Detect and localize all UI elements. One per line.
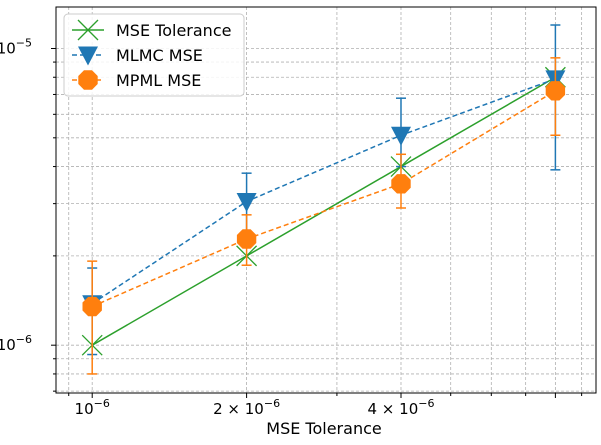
x-tick-mult: 2 × 10 [213, 400, 264, 418]
y-tick-label: 10−6 [0, 333, 32, 354]
x-tick-mult: 10 [75, 400, 94, 418]
x-tick-label: 4 × 10−6 [368, 397, 435, 418]
x-tick-mult: 4 × 10 [368, 400, 419, 418]
legend-label: MSE Tolerance [116, 21, 231, 40]
legend-item-mlmc-mse: MLMC MSE [72, 46, 203, 66]
x-tick-exp: −6 [94, 397, 110, 410]
y-tick-base: 10 [0, 336, 16, 354]
series-layer [81, 24, 566, 375]
legend-box [63, 13, 245, 97]
legend-item-mpml-mse: MPML MSE [72, 70, 201, 90]
legend-label: MPML MSE [116, 71, 201, 90]
data-point [82, 296, 102, 317]
legend-marker [77, 19, 99, 41]
legend-marker [78, 46, 98, 66]
legend-item-mse-tolerance: MSE Tolerance [72, 19, 231, 41]
x-tick-exp: −6 [418, 397, 434, 410]
legend: MSE Tolerance MLMC MSE MPML MSE [63, 13, 245, 97]
y-tick-label: 10−5 [0, 37, 32, 58]
legend-marker [78, 70, 98, 90]
data-point [236, 229, 257, 249]
y-tick-exp: −6 [16, 333, 32, 346]
x-tick-label: 2 × 10−6 [213, 397, 280, 418]
series-mpml-mse [82, 57, 566, 375]
grid-lines [56, 7, 596, 393]
y-tick-base: 10 [0, 40, 16, 58]
plot-frame [55, 6, 597, 394]
x-tick-label: 10−6 [75, 397, 110, 418]
data-point [236, 193, 257, 213]
series-line [91, 78, 556, 305]
y-tick-exp: −5 [16, 37, 32, 50]
data-point [391, 174, 411, 194]
legend-label: MLMC MSE [116, 46, 203, 65]
x-tick-exp: −6 [264, 397, 280, 410]
series-line [91, 90, 556, 308]
data-point [390, 126, 411, 146]
x-axis-label: MSE Tolerance [266, 419, 381, 438]
data-point [545, 81, 566, 101]
axis-ticks: 10−6 2 × 10−6 4 × 10−610−610−5 [0, 37, 583, 418]
